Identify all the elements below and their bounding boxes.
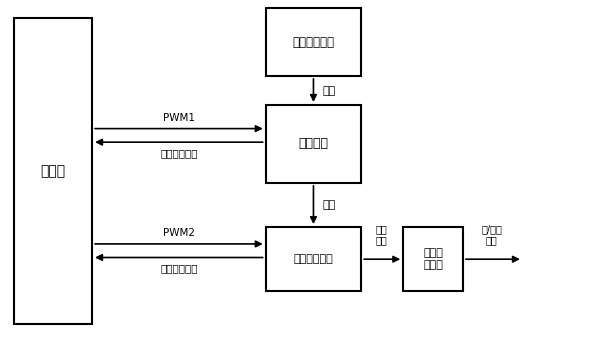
Text: 供电: 供电 xyxy=(323,86,336,96)
Text: 模拟
信号: 模拟 信号 xyxy=(376,224,388,246)
Text: PWM2: PWM2 xyxy=(163,228,195,238)
Text: 高/低平
信号: 高/低平 信号 xyxy=(481,224,502,246)
Bar xyxy=(14,18,92,324)
Text: 外部直流电源: 外部直流电源 xyxy=(292,36,335,49)
Bar xyxy=(265,8,361,76)
Text: 火焰检测模块: 火焰检测模块 xyxy=(294,254,333,264)
Text: PWM1: PWM1 xyxy=(163,113,195,123)
Bar xyxy=(265,105,361,183)
Text: 电压检测信号: 电压检测信号 xyxy=(160,148,198,158)
Text: 供电: 供电 xyxy=(323,200,336,210)
Bar xyxy=(265,227,361,291)
Text: 点火模块: 点火模块 xyxy=(298,137,329,150)
Text: 火焰检测信号: 火焰检测信号 xyxy=(160,263,198,273)
Text: 控制器: 控制器 xyxy=(41,164,66,178)
Bar xyxy=(403,227,463,291)
Text: 信号转
换模块: 信号转 换模块 xyxy=(423,248,443,270)
